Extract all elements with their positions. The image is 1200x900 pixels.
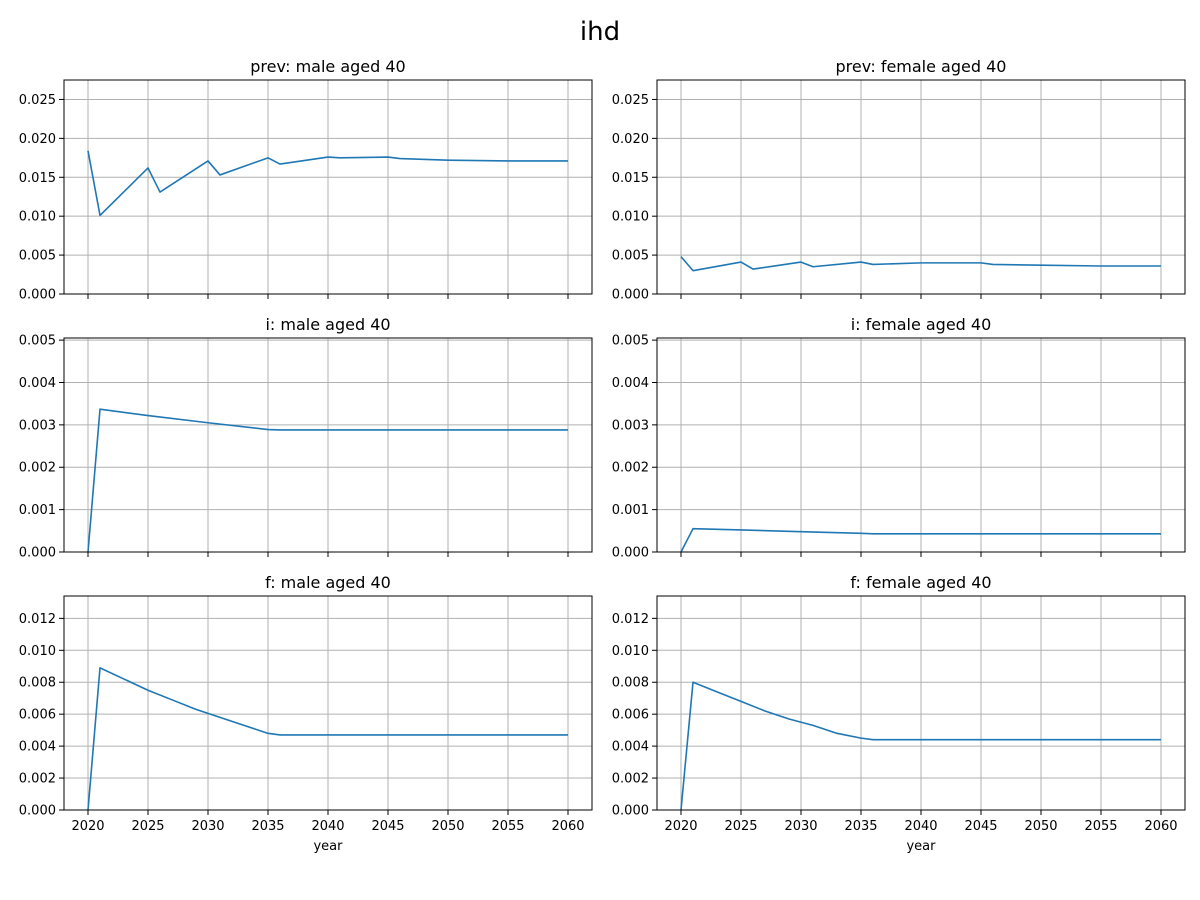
y-tick-label: 0.010 bbox=[19, 210, 56, 225]
y-tick-label: 0.010 bbox=[19, 644, 56, 659]
y-tick-label: 0.008 bbox=[19, 676, 56, 691]
y-tick-label: 0.002 bbox=[612, 772, 649, 787]
series-line bbox=[87, 408, 568, 552]
y-tick-label: 0.020 bbox=[612, 132, 649, 147]
subplot-title: i: female aged 40 bbox=[851, 315, 992, 334]
x-tick-label: 2055 bbox=[1084, 819, 1117, 834]
x-tick-label: 2020 bbox=[664, 819, 697, 834]
subplot-title: prev: female aged 40 bbox=[836, 57, 1007, 76]
axes-frame bbox=[63, 79, 593, 295]
y-tick-label: 0.010 bbox=[612, 644, 649, 659]
series-line bbox=[680, 527, 1161, 552]
series-line bbox=[680, 681, 1161, 810]
y-tick-label: 0.004 bbox=[19, 376, 56, 391]
y-tick-label: 0.002 bbox=[612, 461, 649, 476]
y-tick-label: 0.005 bbox=[612, 334, 649, 349]
axes-frame bbox=[656, 79, 1186, 295]
y-tick-label: 0.001 bbox=[612, 503, 649, 518]
y-tick-label: 0.015 bbox=[612, 171, 649, 186]
subplot-title: f: male aged 40 bbox=[265, 573, 391, 592]
series-line bbox=[87, 150, 568, 217]
y-tick-label: 0.020 bbox=[19, 132, 56, 147]
axes-frame bbox=[656, 337, 1186, 553]
x-tick-label: 2035 bbox=[251, 819, 284, 834]
subplot-1: 0.000 0.005 0.010 0.015 0.020 0.025 prev: fema… bbox=[612, 57, 1186, 303]
x-tick-label: 2020 bbox=[71, 819, 104, 834]
y-tick-label: 0.000 bbox=[612, 288, 649, 303]
axes-frame bbox=[656, 595, 1186, 811]
y-tick-label: 0.004 bbox=[612, 740, 649, 755]
x-tick-label: 2035 bbox=[844, 819, 877, 834]
y-tick-label: 0.012 bbox=[612, 612, 649, 627]
y-tick-label: 0.000 bbox=[19, 804, 56, 819]
y-tick-label: 0.006 bbox=[612, 708, 649, 723]
x-tick-label: 2040 bbox=[311, 819, 344, 834]
subplot-2: 0.000 0.001 0.002 0.003 0.004 0.005 i: male ag… bbox=[19, 315, 593, 561]
x-tick-label: 2060 bbox=[1144, 819, 1177, 834]
x-tick-label: 2030 bbox=[191, 819, 224, 834]
y-tick-label: 0.001 bbox=[19, 503, 56, 518]
y-tick-label: 0.002 bbox=[19, 461, 56, 476]
y-tick-label: 0.000 bbox=[19, 288, 56, 303]
x-tick-label: 2045 bbox=[964, 819, 997, 834]
x-tick-label: 2055 bbox=[491, 819, 524, 834]
y-tick-label: 0.000 bbox=[612, 804, 649, 819]
y-tick-label: 0.005 bbox=[19, 334, 56, 349]
subplot-title: i: male aged 40 bbox=[265, 315, 390, 334]
x-tick-label: 2045 bbox=[371, 819, 404, 834]
x-axis-label: year bbox=[906, 839, 936, 854]
y-tick-label: 0.010 bbox=[612, 210, 649, 225]
y-tick-label: 0.008 bbox=[612, 676, 649, 691]
y-tick-label: 0.004 bbox=[19, 740, 56, 755]
subplot-5: 2020 2025 2030 2035 2040 2045 2050 2055 2060 0.00… bbox=[612, 573, 1186, 854]
axes-frame bbox=[63, 337, 593, 553]
subplot-4: 2020 2025 2030 2035 2040 2045 2050 2055 2060 0.00… bbox=[19, 573, 593, 854]
x-tick-label: 2030 bbox=[784, 819, 817, 834]
y-tick-label: 0.002 bbox=[19, 772, 56, 787]
series-line bbox=[87, 667, 568, 810]
x-tick-label: 2040 bbox=[904, 819, 937, 834]
y-tick-label: 0.025 bbox=[19, 93, 56, 108]
series-line bbox=[680, 256, 1161, 272]
y-tick-label: 0.000 bbox=[19, 546, 56, 561]
subplot-title: prev: male aged 40 bbox=[250, 57, 405, 76]
y-tick-label: 0.012 bbox=[19, 612, 56, 627]
subplot-title: f: female aged 40 bbox=[850, 573, 991, 592]
y-tick-label: 0.015 bbox=[19, 171, 56, 186]
subplot-grid: 0.000 0.005 0.010 0.015 0.020 0.025 prev: male… bbox=[19, 57, 1186, 854]
x-tick-label: 2025 bbox=[131, 819, 164, 834]
x-tick-label: 2025 bbox=[724, 819, 757, 834]
y-tick-label: 0.000 bbox=[612, 546, 649, 561]
x-tick-label: 2050 bbox=[431, 819, 464, 834]
y-tick-label: 0.003 bbox=[612, 418, 649, 433]
y-tick-label: 0.004 bbox=[612, 376, 649, 391]
subplot-0: 0.000 0.005 0.010 0.015 0.020 0.025 prev: male… bbox=[19, 57, 593, 303]
subplot-3: 0.000 0.001 0.002 0.003 0.004 0.005 i: female … bbox=[612, 315, 1186, 561]
x-tick-label: 2060 bbox=[551, 819, 584, 834]
x-axis-label: year bbox=[313, 839, 343, 854]
y-tick-label: 0.006 bbox=[19, 708, 56, 723]
y-tick-label: 0.005 bbox=[612, 249, 649, 264]
x-tick-label: 2050 bbox=[1024, 819, 1057, 834]
axes-frame bbox=[63, 595, 593, 811]
figure-title: ihd bbox=[580, 17, 620, 47]
y-tick-label: 0.003 bbox=[19, 418, 56, 433]
y-tick-label: 0.005 bbox=[19, 249, 56, 264]
y-tick-label: 0.025 bbox=[612, 93, 649, 108]
